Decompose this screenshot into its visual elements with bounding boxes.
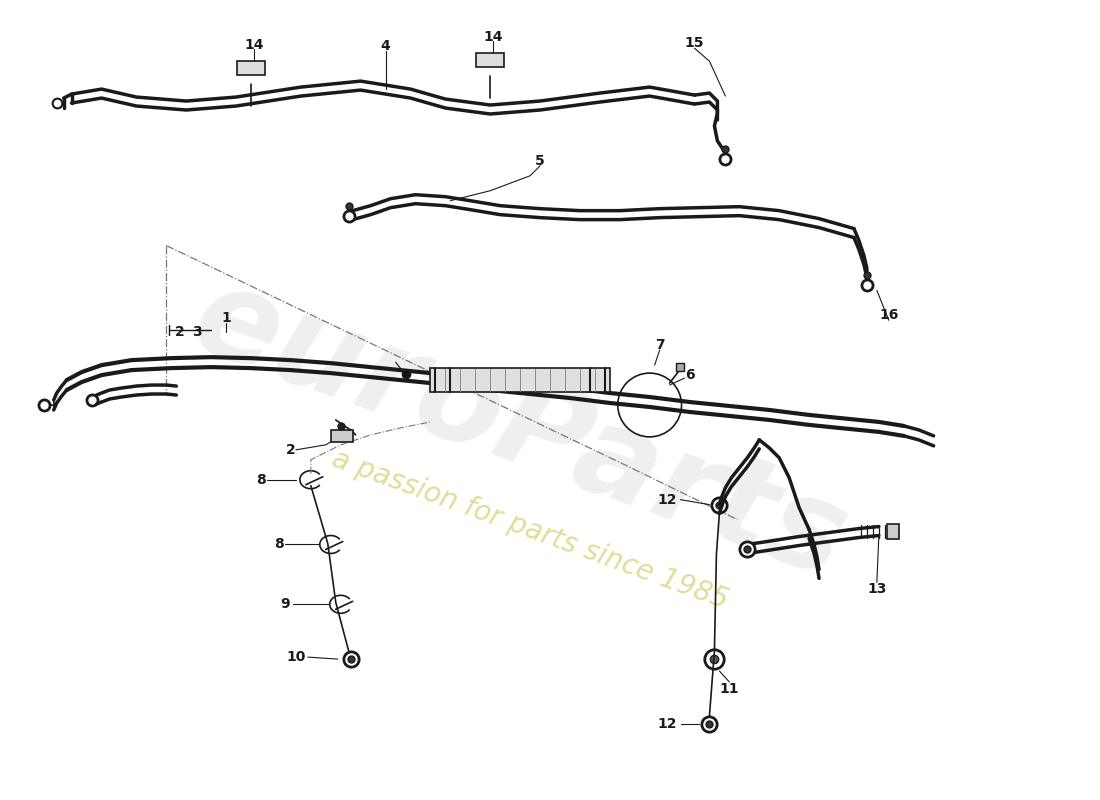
Text: 1: 1 <box>221 311 231 326</box>
Text: euroParts: euroParts <box>177 256 862 604</box>
Text: 12: 12 <box>658 717 678 731</box>
FancyBboxPatch shape <box>476 54 504 67</box>
Text: 3: 3 <box>192 326 202 339</box>
Text: 11: 11 <box>719 682 739 696</box>
Text: 12: 12 <box>658 493 678 506</box>
Text: a passion for parts since 1985: a passion for parts since 1985 <box>328 445 732 614</box>
FancyBboxPatch shape <box>430 368 609 392</box>
Text: 2: 2 <box>286 443 296 457</box>
Text: 8: 8 <box>256 473 266 486</box>
Text: 4: 4 <box>381 39 390 54</box>
FancyBboxPatch shape <box>887 523 899 538</box>
Text: 5: 5 <box>536 154 544 168</box>
Text: 10: 10 <box>286 650 306 664</box>
Text: 15: 15 <box>684 36 704 50</box>
Text: 8: 8 <box>274 538 284 551</box>
Text: 7: 7 <box>654 338 664 352</box>
Text: 14: 14 <box>244 38 264 52</box>
Text: 9: 9 <box>280 598 289 611</box>
FancyBboxPatch shape <box>331 430 353 442</box>
Text: 14: 14 <box>483 30 503 44</box>
Text: 16: 16 <box>879 308 899 322</box>
Text: 6: 6 <box>684 368 694 382</box>
Text: 13: 13 <box>867 582 887 596</box>
Text: 2: 2 <box>175 326 184 339</box>
FancyBboxPatch shape <box>238 61 265 75</box>
